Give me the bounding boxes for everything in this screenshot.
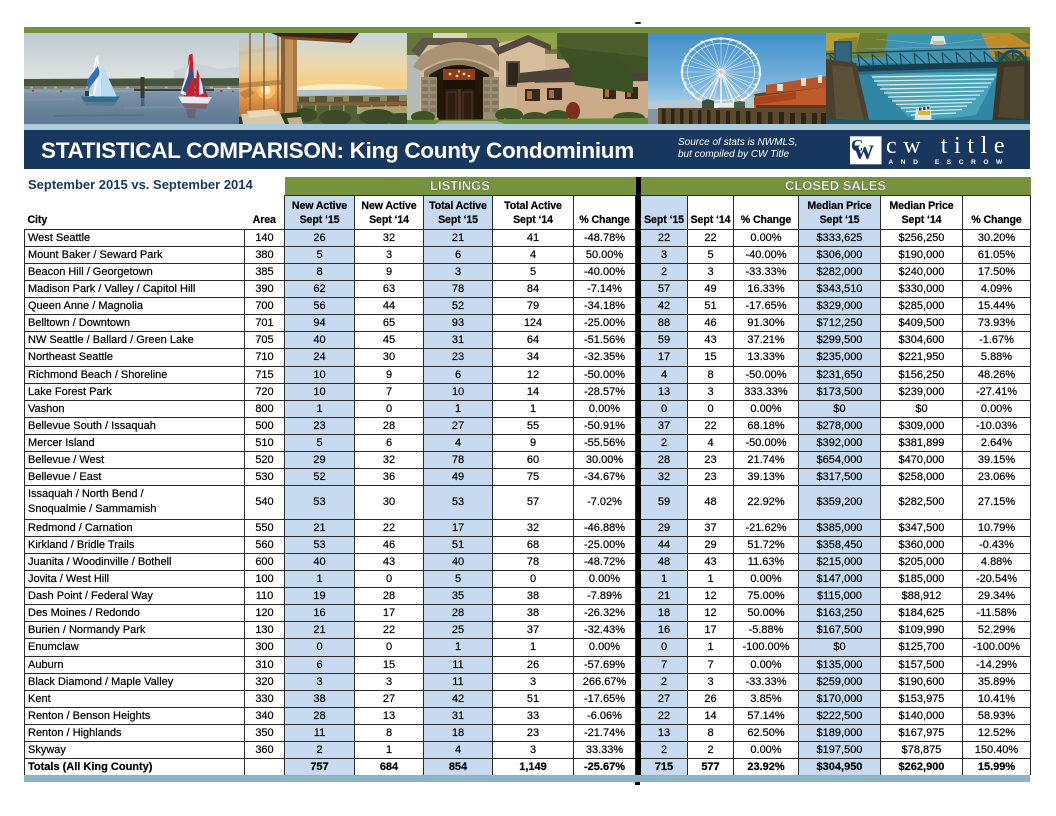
svg-text:cw title: cw title — [886, 133, 1011, 159]
svg-text:w: w — [853, 134, 874, 165]
svg-text:C: C — [851, 136, 863, 155]
svg-text:AND ESCROW: AND ESCROW — [889, 159, 1010, 166]
